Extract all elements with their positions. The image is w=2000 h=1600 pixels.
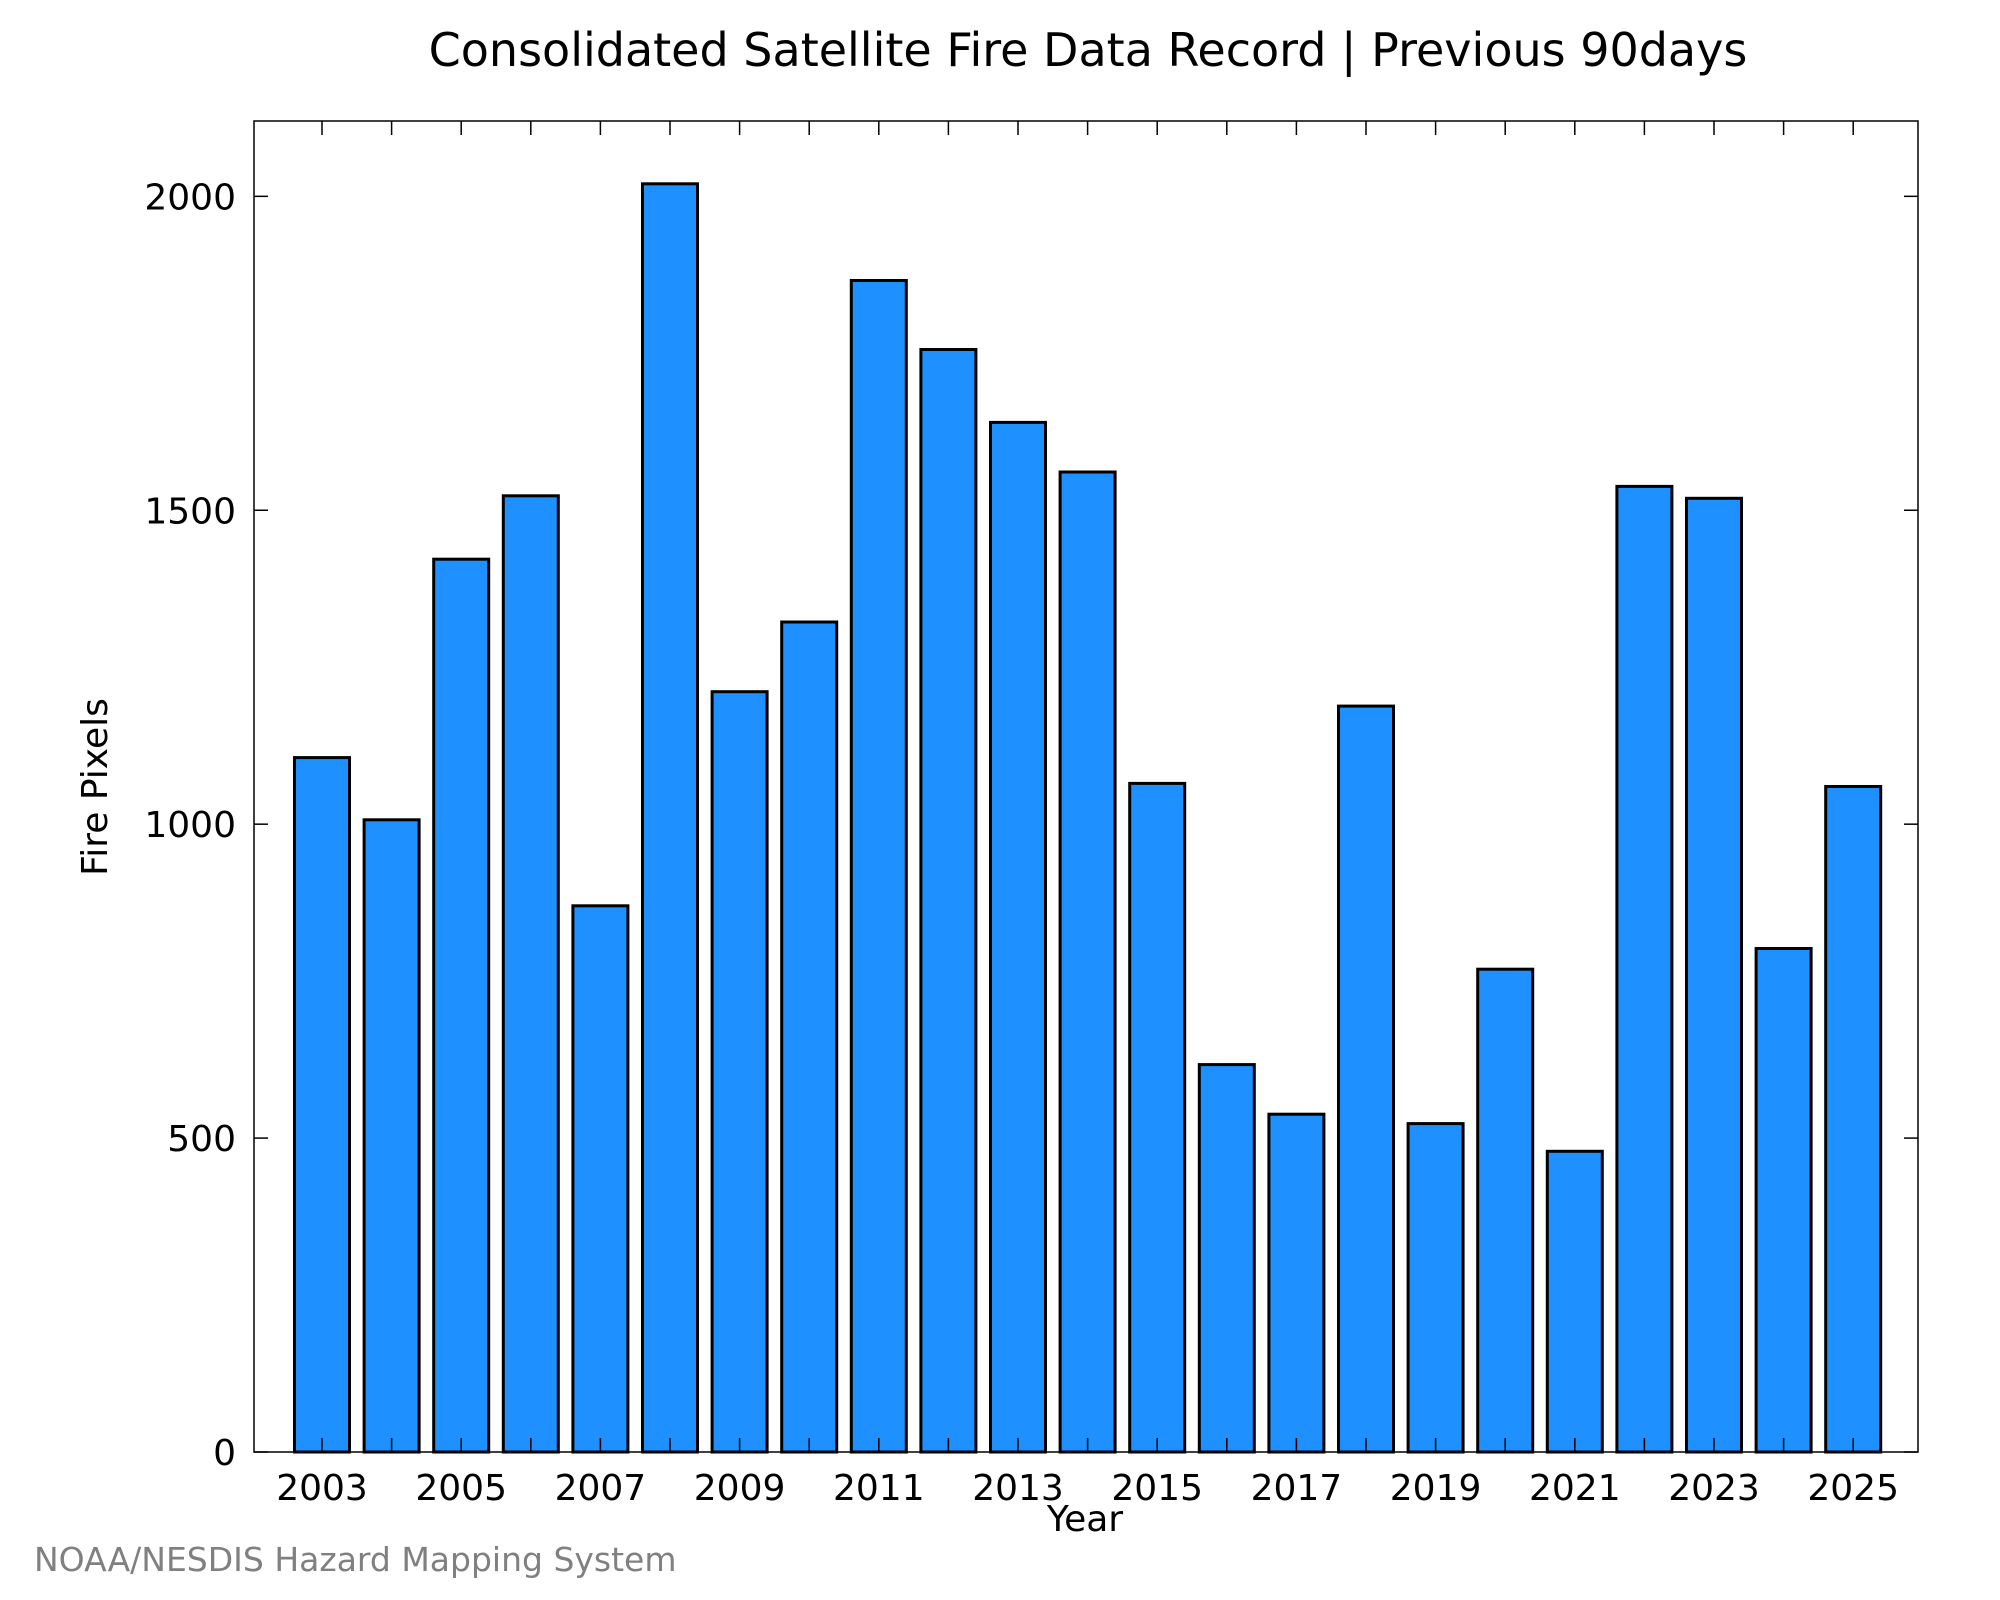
x-tick-label-2023: 2023 (1668, 1468, 1760, 1509)
bar-2005 (432, 557, 491, 1454)
bar-2009 (710, 690, 769, 1454)
x-tick-label-2007: 2007 (555, 1468, 647, 1509)
bar-2021 (1545, 1149, 1604, 1454)
x-axis-label: Year (1046, 1499, 1123, 1540)
bar-2012 (919, 348, 978, 1454)
bar-2024 (1754, 947, 1813, 1454)
x-tick-label-2011: 2011 (833, 1468, 925, 1509)
bar-2018 (1337, 704, 1395, 1454)
bar-2007 (571, 904, 630, 1454)
bar-2006 (501, 494, 560, 1454)
bar-2017 (1267, 1112, 1326, 1454)
bar-2020 (1476, 967, 1535, 1454)
bar-2016 (1197, 1063, 1256, 1454)
y-tick-label-1500: 1500 (144, 491, 236, 532)
chart-title: Consolidated Satellite Fire Data Record … (429, 23, 1748, 78)
x-tick-label-2025: 2025 (1807, 1468, 1899, 1509)
bar-2011 (849, 279, 908, 1454)
plot-frame (253, 120, 1919, 1453)
x-tick-label-2019: 2019 (1390, 1468, 1482, 1509)
x-tick-label-2017: 2017 (1251, 1468, 1343, 1509)
bar-2008 (641, 182, 699, 1454)
y-axis-label: Fire Pixels (75, 698, 116, 876)
x-tick-label-2005: 2005 (415, 1468, 507, 1509)
y-tick-label-1000: 1000 (144, 805, 236, 846)
y-tick-label-0: 0 (213, 1433, 236, 1474)
x-tick-label-2009: 2009 (694, 1468, 786, 1509)
bar-2019 (1406, 1122, 1465, 1454)
x-tick-label-2015: 2015 (1111, 1468, 1203, 1509)
bar-2013 (989, 420, 1047, 1454)
bar-2022 (1615, 484, 1674, 1454)
bar-2014 (1058, 470, 1117, 1454)
ticks-group: 2003 2005 2007 2009 2011 2013 2015 2017 2019 2021… (144, 121, 1918, 1509)
x-tick-label-2021: 2021 (1529, 1468, 1621, 1509)
x-tick-label-2013: 2013 (972, 1468, 1064, 1509)
y-tick-label-500: 500 (167, 1119, 236, 1160)
source-credit: NOAA/NESDIS Hazard Mapping System (34, 1540, 677, 1579)
bar-2023 (1685, 496, 1743, 1454)
bar-2015 (1128, 781, 1187, 1454)
x-tick-label-2003: 2003 (276, 1468, 368, 1509)
bar-2010 (780, 620, 839, 1454)
bar-2025 (1824, 785, 1883, 1454)
bar-2004 (362, 818, 421, 1454)
bar-2003 (293, 756, 351, 1454)
y-tick-label-2000: 2000 (144, 177, 236, 218)
bars-group (293, 182, 1883, 1454)
